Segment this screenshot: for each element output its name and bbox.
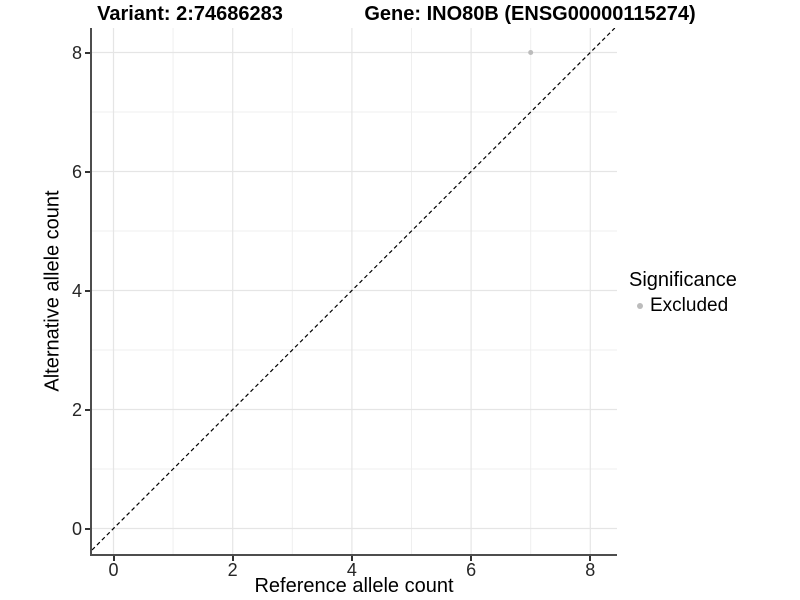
- y-tick-mark: [85, 289, 90, 292]
- data-point: [528, 50, 534, 55]
- y-tick-label: 0: [71, 518, 82, 539]
- y-tick-label: 2: [71, 399, 82, 420]
- y-tick-mark: [85, 51, 90, 54]
- y-tick-label: 6: [71, 161, 82, 182]
- y-tick-mark: [85, 170, 90, 173]
- plot-area-svg: [92, 28, 617, 554]
- x-tick-label: 8: [585, 560, 596, 580]
- legend-item: Excluded: [629, 295, 737, 317]
- x-tick-mark: [470, 556, 473, 561]
- x-tick-label: 2: [227, 560, 238, 580]
- legend-title: Significance: [629, 269, 737, 291]
- x-axis-title: Reference allele count: [254, 575, 454, 597]
- x-tick-mark: [589, 556, 592, 561]
- y-tick-mark: [85, 408, 90, 411]
- legend-item-label: Excluded: [650, 295, 729, 316]
- y-tick-label: 8: [71, 42, 82, 63]
- legend: Significance Excluded: [629, 269, 737, 317]
- legend-point-icon: [637, 303, 643, 309]
- plot-title-variant: Variant: 2:74686283: [97, 3, 283, 25]
- x-tick-label: 6: [466, 560, 477, 580]
- reference-line-y-equals-x: [92, 28, 616, 551]
- x-tick-mark: [350, 556, 353, 561]
- x-tick-mark: [112, 556, 115, 561]
- y-tick-label: 4: [71, 280, 82, 301]
- x-tick-label: 0: [108, 560, 119, 580]
- y-tick-mark: [85, 527, 90, 530]
- x-tick-mark: [231, 556, 234, 561]
- legend-items: Excluded: [629, 295, 737, 317]
- plot-title-gene: Gene: INO80B (ENSG00000115274): [364, 3, 696, 25]
- plot-panel: [90, 28, 617, 556]
- x-tick-label: 4: [346, 560, 357, 580]
- y-axis-title: Alternative allele count: [41, 190, 64, 392]
